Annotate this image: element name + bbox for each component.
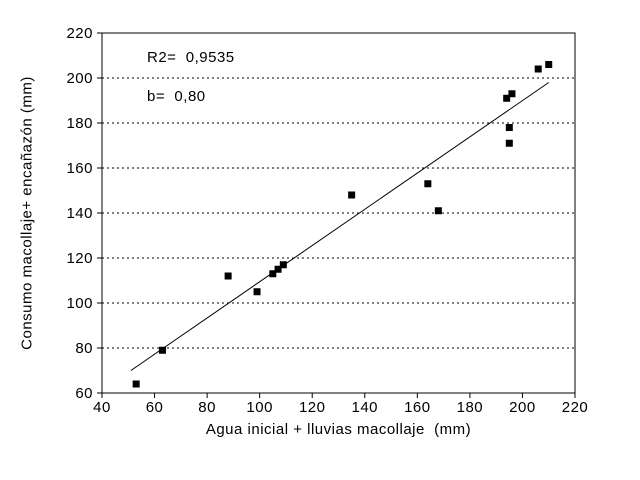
y-tick-label: 80	[75, 340, 93, 357]
x-tick-label: 160	[404, 399, 431, 416]
r-squared-annotation: R2= 0,9535	[147, 49, 235, 66]
y-tick-label: 140	[66, 205, 93, 222]
x-tick-label: 40	[93, 399, 111, 416]
x-axis-label: Agua inicial + lluvias macollaje (mm)	[205, 421, 472, 438]
data-point	[132, 380, 140, 388]
x-tick-label: 100	[246, 399, 273, 416]
data-point	[253, 288, 261, 296]
data-point	[505, 124, 513, 131]
y-tick-label: 200	[66, 70, 93, 87]
y-tick-label: 220	[66, 25, 93, 42]
data-point	[434, 207, 442, 215]
slope-annotation: b= 0,80	[147, 88, 206, 105]
y-axis-label: Consumo macollaje+ encañazón (mm)	[18, 76, 36, 350]
x-tick-label: 120	[299, 399, 326, 416]
x-tick-label: 180	[457, 399, 484, 416]
data-point	[158, 346, 166, 354]
data-point	[508, 90, 516, 98]
data-point	[534, 65, 542, 73]
y-tick-label: 120	[66, 250, 93, 267]
data-point	[545, 61, 553, 68]
data-point	[224, 272, 232, 280]
data-point	[274, 265, 282, 273]
x-tick-label: 140	[352, 399, 379, 416]
x-tick-label: 80	[198, 399, 216, 416]
y-tick-label: 160	[66, 160, 93, 177]
x-tick-label: 200	[509, 399, 536, 416]
data-point	[348, 191, 356, 199]
data-point	[269, 270, 277, 278]
y-tick-label: 180	[66, 115, 93, 132]
x-tick-label: 60	[146, 399, 164, 416]
data-point	[424, 180, 432, 188]
data-point	[505, 139, 513, 147]
trend-line	[130, 82, 550, 371]
x-tick-label: 220	[562, 399, 589, 416]
y-tick-label: 100	[66, 295, 93, 312]
y-tick-label: 60	[75, 385, 93, 402]
data-point	[503, 94, 511, 102]
data-point	[279, 261, 287, 269]
